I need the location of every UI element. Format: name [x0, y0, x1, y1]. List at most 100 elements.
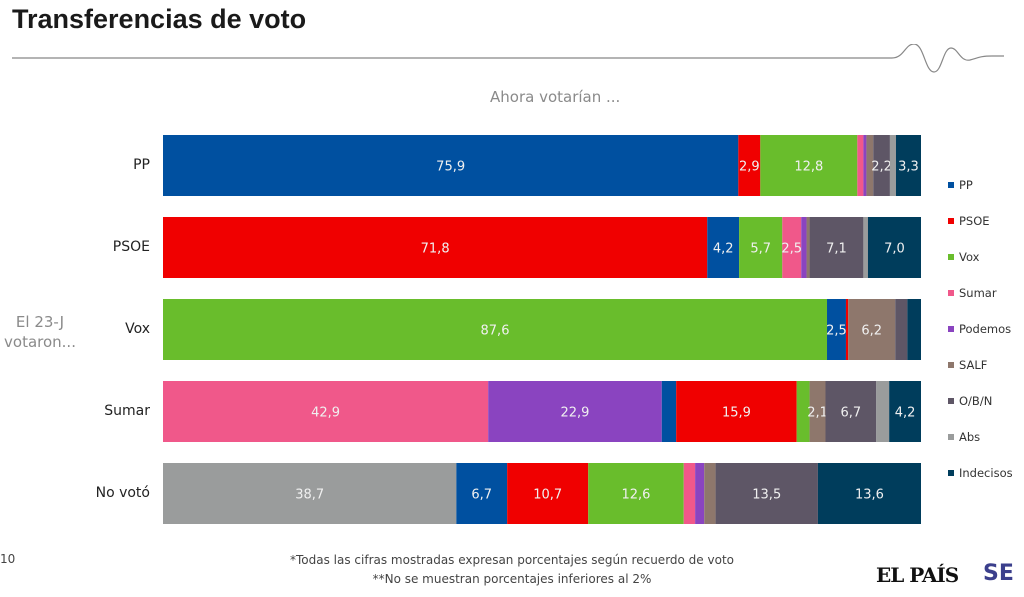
bar-segment-indecisos [895, 135, 921, 196]
bar-segment-vox [796, 381, 810, 442]
data-label: 2,1 [807, 406, 828, 421]
bar-segment-pp [827, 299, 846, 360]
legend-label: Vox [959, 250, 980, 264]
legend-swatch [948, 434, 954, 440]
data-label: 2,5 [781, 242, 802, 257]
data-label: 7,1 [826, 242, 847, 257]
data-label: 12,8 [794, 160, 823, 175]
bar-segment-sumar [782, 217, 802, 278]
legend-item: PSOE [948, 214, 1013, 250]
data-label: 71,8 [421, 242, 450, 257]
bar-segment-obn [873, 135, 890, 196]
bar-segment-indecisos [817, 463, 921, 524]
bar-segment-pp [707, 217, 740, 278]
bar-segment-podemos [801, 217, 807, 278]
legend-label: Indecisos [959, 466, 1013, 480]
bar-segment-pp [661, 381, 677, 442]
legend-swatch [948, 182, 954, 188]
legend-swatch [948, 218, 954, 224]
bar-segment-obn [809, 217, 864, 278]
legend-item: Vox [948, 250, 1013, 286]
data-label: 2,5 [826, 324, 847, 339]
bar-segment-psoe [507, 463, 589, 524]
bar-segment-sumar [857, 135, 864, 196]
legend-swatch [948, 470, 954, 476]
bar-segment-podemos [695, 463, 705, 524]
legend-label: PP [959, 178, 973, 192]
bar-segment-abs [163, 463, 457, 524]
legend-item: Sumar [948, 286, 1013, 322]
data-label: 42,9 [311, 406, 340, 421]
data-label: 87,6 [481, 324, 510, 339]
bar-segment-salf [848, 299, 896, 360]
data-label: 3,3 [898, 160, 919, 175]
legend-item: SALF [948, 358, 1013, 394]
legend-swatch [948, 362, 954, 368]
legend-label: Sumar [959, 286, 997, 300]
bar-segment-indecisos [867, 217, 921, 278]
row-label: PSOE [112, 238, 150, 255]
bar-segment-podemos [488, 381, 662, 442]
data-label: 6,7 [471, 488, 492, 503]
bar-segment-psoe [163, 217, 708, 278]
bar-segment-pp [456, 463, 508, 524]
page-number: 10 [0, 552, 16, 566]
bar-segment-obn [895, 299, 908, 360]
bar-segment-abs [876, 381, 890, 442]
se-logo: SE [983, 561, 1014, 586]
row-label: No votó [95, 484, 150, 501]
legend-item: PP [948, 178, 1013, 214]
bar-segment-vox [163, 299, 828, 360]
bar-segment-sumar [683, 463, 696, 524]
data-label: 4,2 [713, 242, 734, 257]
chart-title: Ahora votarían ... [490, 88, 621, 106]
bar-segment-obn [825, 381, 877, 442]
footnote-2: **No se muestran porcentajes inferiores … [372, 572, 652, 586]
header-wave-decoration [12, 44, 1004, 73]
page-title: Transferencias de voto [12, 4, 307, 34]
legend-label: SALF [959, 358, 988, 372]
row-label: PP [133, 156, 150, 173]
legend-item: Indecisos [948, 466, 1013, 502]
legend-item: Abs [948, 430, 1013, 466]
data-label: 2,9 [739, 160, 760, 175]
legend-swatch [948, 254, 954, 260]
bar-segment-abs [863, 217, 868, 278]
legend-swatch [948, 326, 954, 332]
bar-segment-psoe [676, 381, 797, 442]
data-label: 22,9 [560, 406, 589, 421]
legend-swatch [948, 398, 954, 404]
data-label: 13,6 [855, 488, 884, 503]
legend-swatch [948, 290, 954, 296]
row-label: Sumar [104, 402, 150, 419]
legend-item: Podemos [948, 322, 1013, 358]
legend-label: O/B/N [959, 394, 993, 408]
data-label: 15,9 [722, 406, 751, 421]
data-label: 4,2 [895, 406, 916, 421]
bar-segment-vox [760, 135, 858, 196]
data-label: 2,2 [871, 160, 892, 175]
bar-segment-salf [866, 135, 874, 196]
legend-item: O/B/N [948, 394, 1013, 430]
bar-segment-podemos [863, 135, 867, 196]
legend-label: Podemos [959, 322, 1012, 336]
data-label: 38,7 [295, 488, 324, 503]
elpais-logo: EL PAÍS [876, 563, 959, 587]
data-label: 13,5 [752, 488, 781, 503]
bar-segment-vox [739, 217, 783, 278]
data-label: 5,7 [750, 242, 771, 257]
bar-segment-obn [715, 463, 818, 524]
y-axis-label: El 23-J votaron... [4, 313, 76, 351]
row-label: Vox [125, 320, 150, 337]
bar-segment-salf [806, 217, 810, 278]
legend-label: Abs [959, 430, 981, 444]
bar-segment-sumar [163, 381, 489, 442]
legend: PP PSOE Vox Sumar Podemos SALF O/B/N Abs Indecis… [948, 178, 1013, 502]
bar-segment-abs [889, 135, 896, 196]
bar-segment-indecisos [907, 299, 921, 360]
bar-segment-psoe [845, 299, 849, 360]
bar-segment-salf [704, 463, 716, 524]
footnote-1: *Todas las cifras mostradas expresan por… [290, 553, 734, 567]
bar-segment-pp [163, 135, 739, 196]
